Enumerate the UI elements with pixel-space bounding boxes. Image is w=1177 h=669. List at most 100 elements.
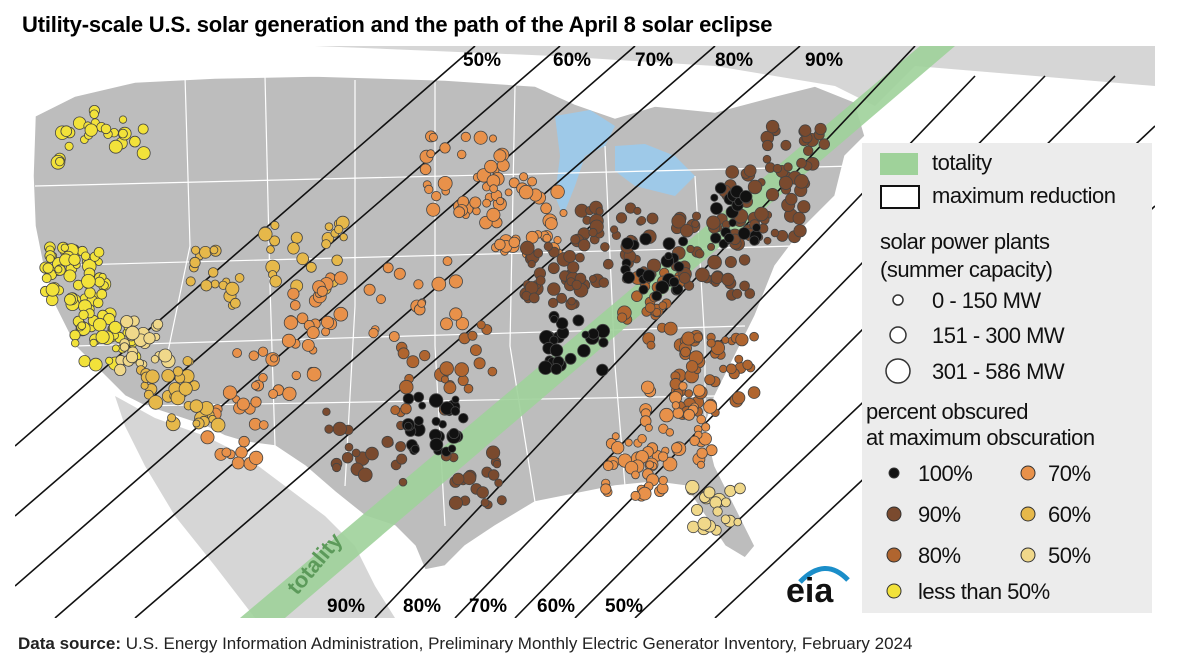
plant-dot bbox=[693, 332, 703, 343]
plant-dot bbox=[644, 423, 653, 432]
plant-dot bbox=[321, 327, 331, 337]
plant-dot bbox=[671, 442, 683, 454]
plant-dot bbox=[588, 227, 598, 238]
plant-dot bbox=[333, 306, 349, 322]
color-label-90: 90% bbox=[918, 502, 961, 527]
plant-dot bbox=[143, 332, 156, 345]
plant-dot bbox=[424, 184, 434, 194]
plant-dot bbox=[96, 288, 108, 300]
plant-dot bbox=[686, 244, 695, 254]
plant-dot bbox=[118, 115, 128, 124]
plant-dot bbox=[222, 385, 238, 400]
plant-dot bbox=[547, 282, 561, 296]
plant-dot bbox=[542, 233, 552, 243]
plant-dot bbox=[721, 336, 730, 344]
bottom-label-60: 60% bbox=[537, 596, 575, 617]
plant-dot bbox=[707, 254, 722, 270]
plant-dot bbox=[744, 288, 756, 299]
plant-dot bbox=[742, 359, 753, 371]
color-label-100: 100% bbox=[918, 461, 973, 486]
plant-dot bbox=[645, 460, 655, 470]
top-percent-labels: 50% 60% 70% 80% 90% bbox=[463, 50, 843, 71]
plant-dot bbox=[399, 379, 414, 395]
plant-dot bbox=[447, 444, 457, 453]
totality-swatch bbox=[880, 153, 918, 175]
bottom-percent-labels: 90% 80% 70% 60% 50% bbox=[327, 596, 643, 617]
plant-dot bbox=[429, 437, 444, 452]
size-marker-small bbox=[892, 294, 904, 306]
plant-dot bbox=[496, 197, 505, 206]
plant-dot bbox=[550, 363, 563, 375]
plant-dot bbox=[395, 441, 407, 452]
plant-dot bbox=[324, 424, 334, 434]
plant-dot bbox=[136, 146, 151, 160]
color-marker-lt50 bbox=[886, 583, 902, 599]
plant-dot bbox=[710, 193, 719, 202]
plant-dot bbox=[234, 273, 245, 283]
plant-dot bbox=[482, 198, 492, 208]
plant-dot bbox=[747, 179, 763, 195]
plant-dot bbox=[799, 124, 812, 137]
plant-dot bbox=[270, 220, 280, 230]
plant-dot bbox=[609, 225, 619, 234]
plant-dot bbox=[772, 163, 783, 174]
plant-dot bbox=[728, 218, 737, 227]
size-title-2: (summer capacity) bbox=[880, 257, 1053, 282]
plant-dot bbox=[382, 262, 394, 274]
plant-dot bbox=[615, 212, 628, 224]
plant-dot bbox=[95, 329, 110, 344]
plant-dot bbox=[587, 328, 600, 340]
plant-dot bbox=[602, 258, 614, 270]
legend-max-reduction: maximum reduction bbox=[932, 183, 1116, 208]
plant-dot bbox=[797, 200, 811, 214]
plant-dot bbox=[331, 254, 343, 267]
plant-dot bbox=[259, 420, 269, 430]
plant-dot bbox=[743, 164, 757, 177]
plant-dot bbox=[663, 321, 678, 336]
plant-dot bbox=[381, 435, 394, 448]
plant-dot bbox=[365, 446, 379, 461]
color-title-2: at maximum obscuration bbox=[866, 425, 1095, 450]
plant-dot bbox=[266, 245, 275, 254]
plant-dot bbox=[112, 344, 120, 353]
plant-dot bbox=[705, 444, 718, 457]
plant-dot bbox=[426, 202, 441, 217]
plant-dot bbox=[301, 338, 315, 352]
plant-dot bbox=[658, 475, 668, 485]
plant-dot bbox=[527, 259, 536, 269]
plant-dot bbox=[428, 393, 444, 408]
plant-dot bbox=[341, 452, 354, 464]
plant-dot bbox=[469, 344, 482, 357]
plant-dot bbox=[550, 184, 565, 200]
plant-dot bbox=[794, 174, 809, 189]
plant-dot bbox=[645, 302, 656, 313]
plant-dot bbox=[547, 262, 560, 275]
plant-dot bbox=[236, 397, 250, 411]
plant-dot bbox=[732, 391, 746, 405]
plant-dot bbox=[543, 241, 553, 251]
plant-dot bbox=[443, 381, 457, 395]
plant-dot bbox=[595, 207, 604, 216]
plant-dot bbox=[125, 350, 139, 364]
plant-dot bbox=[485, 445, 501, 460]
plant-dot bbox=[518, 184, 534, 200]
plant-dot bbox=[631, 470, 640, 480]
plant-dot bbox=[454, 362, 470, 377]
plant-dot bbox=[621, 237, 634, 250]
plant-dot bbox=[780, 139, 792, 151]
plant-dot bbox=[783, 162, 793, 172]
plant-dot bbox=[476, 486, 489, 499]
plant-dot bbox=[357, 467, 373, 483]
color-label-80: 80% bbox=[918, 543, 961, 568]
plant-dot bbox=[622, 271, 635, 284]
plant-dot bbox=[761, 139, 774, 152]
plant-dot bbox=[484, 159, 498, 174]
max-reduction-swatch bbox=[880, 185, 920, 209]
plant-dot bbox=[199, 246, 212, 259]
plant-dot bbox=[803, 145, 814, 157]
plant-dot bbox=[403, 421, 413, 431]
plant-dot bbox=[659, 407, 674, 423]
plant-dot bbox=[339, 233, 348, 242]
plant-dot bbox=[785, 192, 798, 206]
plant-dot bbox=[440, 375, 449, 384]
